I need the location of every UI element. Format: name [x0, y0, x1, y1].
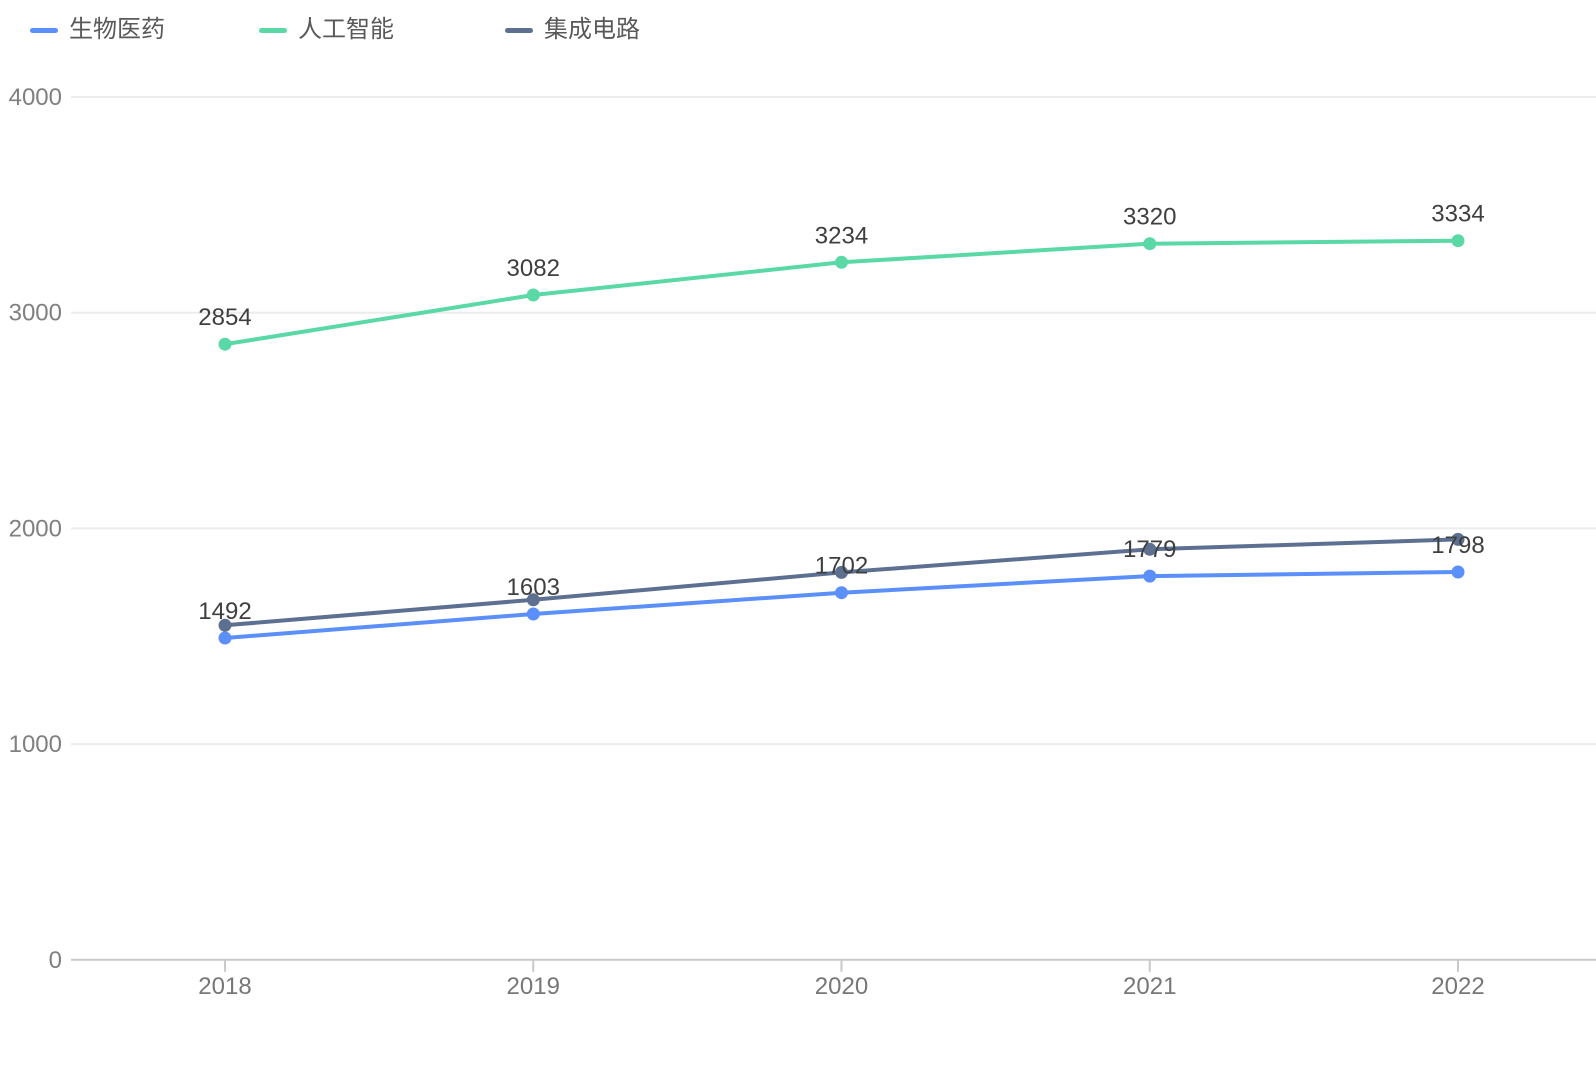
series-line-生物医药	[223, 570, 1460, 640]
legend-item-biomedicine[interactable]: 生物医药	[30, 16, 165, 44]
data-point-label: 3334	[1431, 201, 1484, 228]
data-point[interactable]	[1143, 542, 1157, 556]
data-point-label: 1798	[1431, 532, 1484, 559]
y-axis-tick-label: 1000	[9, 731, 62, 758]
data-point-label: 1702	[815, 553, 868, 580]
y-axis-tick-label: 2000	[9, 515, 62, 542]
y-axis-tick-label: 4000	[9, 84, 62, 111]
data-point[interactable]	[835, 565, 848, 579]
legend-item-artificial-intelligence[interactable]: 人工智能	[259, 16, 394, 44]
data-point[interactable]	[218, 631, 232, 645]
data-point-label: 1603	[507, 574, 560, 601]
x-axis-tick-label: 2019	[507, 973, 560, 1000]
data-point-label: 2854	[198, 304, 251, 331]
data-point[interactable]	[1143, 569, 1157, 583]
data-point[interactable]	[1451, 234, 1465, 248]
legend-line-marker-icon	[259, 27, 287, 33]
x-axis-tick-label: 2020	[815, 973, 868, 1000]
data-point[interactable]	[1451, 565, 1465, 579]
legend: 生物医药 人工智能 集成电路	[0, 0, 1596, 60]
data-point[interactable]	[835, 586, 848, 600]
legend-line-marker-icon	[505, 27, 533, 33]
legend-item-integrated-circuit[interactable]: 集成电路	[505, 16, 640, 44]
data-point-label: 3082	[507, 255, 560, 282]
data-point-label: 1492	[198, 598, 251, 625]
x-axis-tick-label: 2021	[1123, 973, 1176, 1000]
y-axis-tick-label: 3000	[9, 300, 62, 327]
data-point[interactable]	[526, 288, 540, 302]
data-point-label: 3320	[1123, 204, 1176, 231]
y-axis-tick-label: 0	[49, 947, 62, 974]
data-point-label: 3234	[815, 222, 868, 249]
data-point-label: 1779	[1123, 536, 1176, 563]
data-point[interactable]	[218, 618, 232, 632]
data-point[interactable]	[835, 255, 848, 269]
legend-label: 集成电路	[544, 16, 640, 43]
legend-label: 生物医药	[69, 16, 165, 43]
data-point[interactable]	[218, 337, 232, 351]
data-point[interactable]	[526, 593, 540, 607]
legend-line-marker-icon	[30, 27, 58, 33]
data-point[interactable]	[526, 607, 540, 621]
data-point[interactable]	[1451, 532, 1465, 546]
x-axis-tick-label: 2022	[1431, 973, 1484, 1000]
data-point[interactable]	[1143, 237, 1157, 251]
legend-label: 人工智能	[298, 16, 394, 43]
x-axis-tick-label: 2018	[198, 973, 251, 1000]
